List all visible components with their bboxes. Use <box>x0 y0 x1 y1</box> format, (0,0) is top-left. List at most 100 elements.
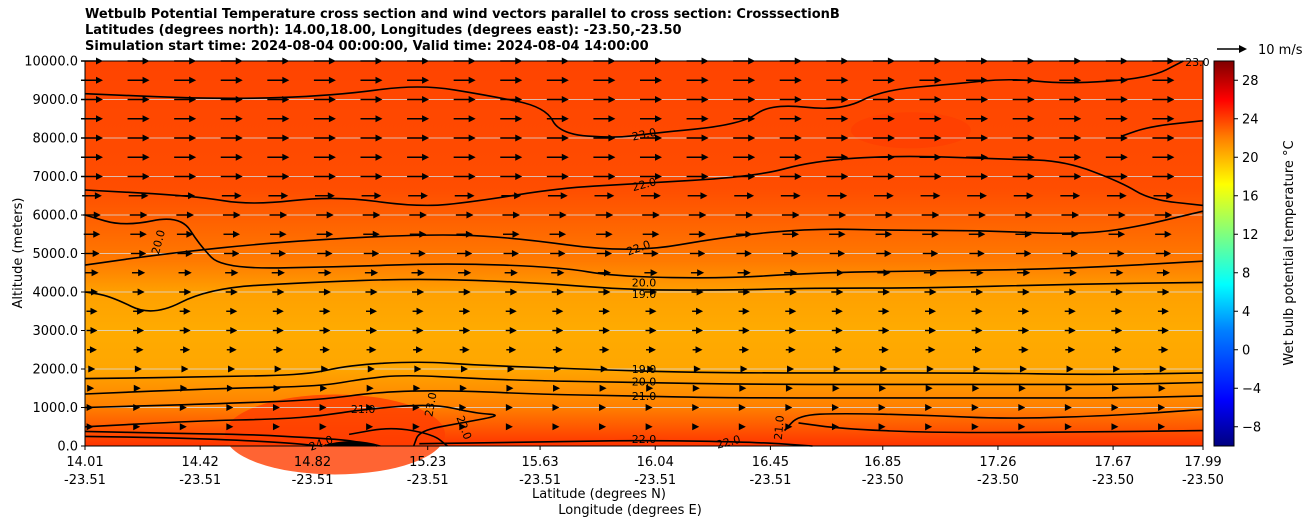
wind-vector <box>366 404 374 411</box>
wind-vector-head <box>743 288 751 296</box>
wind-vector-head <box>561 173 569 180</box>
wind-vector <box>919 76 942 84</box>
wind-vector <box>973 365 981 373</box>
wind-vector-head <box>645 423 653 431</box>
wind-vector <box>966 173 989 180</box>
wind-vector <box>412 423 420 431</box>
wind-vector-head <box>748 153 756 161</box>
wind-vector <box>1157 307 1169 315</box>
wind-vector <box>412 307 424 315</box>
wind-vector-head <box>789 327 797 334</box>
wind-vector <box>878 307 890 315</box>
wind-vector <box>779 173 802 180</box>
wind-vector <box>874 192 894 200</box>
contour-line <box>798 422 1204 434</box>
wind-vector-head <box>465 250 473 257</box>
wind-vector <box>733 173 756 180</box>
wind-vector-head <box>785 423 793 431</box>
wind-vector <box>831 307 843 315</box>
x-tick-label-lat: 17.99 <box>1184 455 1221 470</box>
wind-vector <box>966 96 989 103</box>
wind-vector <box>174 96 197 103</box>
wind-vector-head <box>841 173 849 180</box>
wind-vector <box>925 384 933 392</box>
wind-vector <box>645 404 653 411</box>
wind-vector-head <box>561 153 569 161</box>
wind-vector-head <box>323 327 331 334</box>
wind-vector-head <box>836 288 844 296</box>
wind-vector <box>925 346 936 354</box>
wind-vector <box>455 211 474 219</box>
wind-vector <box>967 192 987 200</box>
wind-vector-head <box>604 269 612 277</box>
wind-vector <box>593 173 616 180</box>
wind-vector-head <box>1068 327 1076 334</box>
wind-vector-head <box>515 153 523 161</box>
wind-vector <box>407 173 430 180</box>
wind-vector <box>412 288 425 296</box>
x-tick-label-lat: 15.23 <box>409 455 446 470</box>
wind-vector-head <box>747 192 755 200</box>
wind-vector <box>179 288 192 296</box>
wind-vector-head <box>559 211 567 219</box>
wind-vector <box>877 269 891 277</box>
wind-vector-head <box>832 384 840 392</box>
wind-vector-head <box>925 384 933 392</box>
x-tick-label-lon: -23.51 <box>292 473 334 488</box>
wind-vector <box>783 250 799 257</box>
wind-vector <box>1018 346 1029 354</box>
wind-vector <box>738 307 750 315</box>
wind-vector <box>970 269 984 277</box>
wind-vector <box>226 423 234 431</box>
wind-vector-head <box>95 96 103 103</box>
wind-vector <box>738 327 750 334</box>
wind-vector <box>692 307 704 315</box>
wind-vector <box>505 423 513 431</box>
wind-vector-head <box>282 76 290 84</box>
wind-vector-head <box>467 192 475 200</box>
wind-vector <box>459 423 467 431</box>
wind-vector-head <box>422 153 430 161</box>
wind-vector <box>1066 365 1074 373</box>
wind-vector-head <box>321 365 329 373</box>
wind-vector <box>782 230 799 238</box>
wind-vector-head <box>189 96 197 103</box>
wind-vector-head <box>742 346 750 354</box>
wind-vector-head <box>556 288 564 296</box>
wind-vector-head <box>561 96 569 103</box>
wind-vector <box>365 327 377 334</box>
wind-vector <box>546 153 569 161</box>
wind-vector-head <box>416 346 424 354</box>
wind-vector-head <box>840 192 848 200</box>
wind-vector-head <box>794 115 802 123</box>
wind-vector-head <box>887 96 895 103</box>
wind-vector-head <box>981 96 989 103</box>
wind-vector <box>127 96 150 103</box>
wind-vector <box>1105 173 1128 180</box>
wind-vector <box>1111 327 1123 334</box>
wind-vector <box>1111 404 1119 411</box>
wind-vector-head <box>366 423 374 431</box>
wind-vector <box>924 327 936 334</box>
wind-vector-head <box>230 307 238 315</box>
wind-vector <box>551 269 565 277</box>
wind-vector <box>737 269 751 277</box>
wind-vector <box>179 423 187 431</box>
wind-vector-head <box>272 423 280 431</box>
wind-vector <box>642 211 660 219</box>
wind-vector-head <box>1165 211 1173 219</box>
wind-vector <box>692 404 700 411</box>
wind-vector <box>321 365 329 373</box>
wind-vector <box>733 134 756 142</box>
wind-vector-head <box>366 384 374 392</box>
wind-vector-head <box>1161 307 1169 315</box>
y-tick-label: 5000.0 <box>33 247 79 262</box>
wind-vector-head <box>375 153 383 161</box>
wind-vector-head <box>561 76 569 84</box>
wind-vector <box>133 404 141 411</box>
x-tick-label-lat: 16.04 <box>637 455 674 470</box>
wind-vector <box>733 115 756 123</box>
wind-vector-head <box>695 346 703 354</box>
wind-vector-head <box>698 230 706 238</box>
wind-vector <box>84 250 100 257</box>
